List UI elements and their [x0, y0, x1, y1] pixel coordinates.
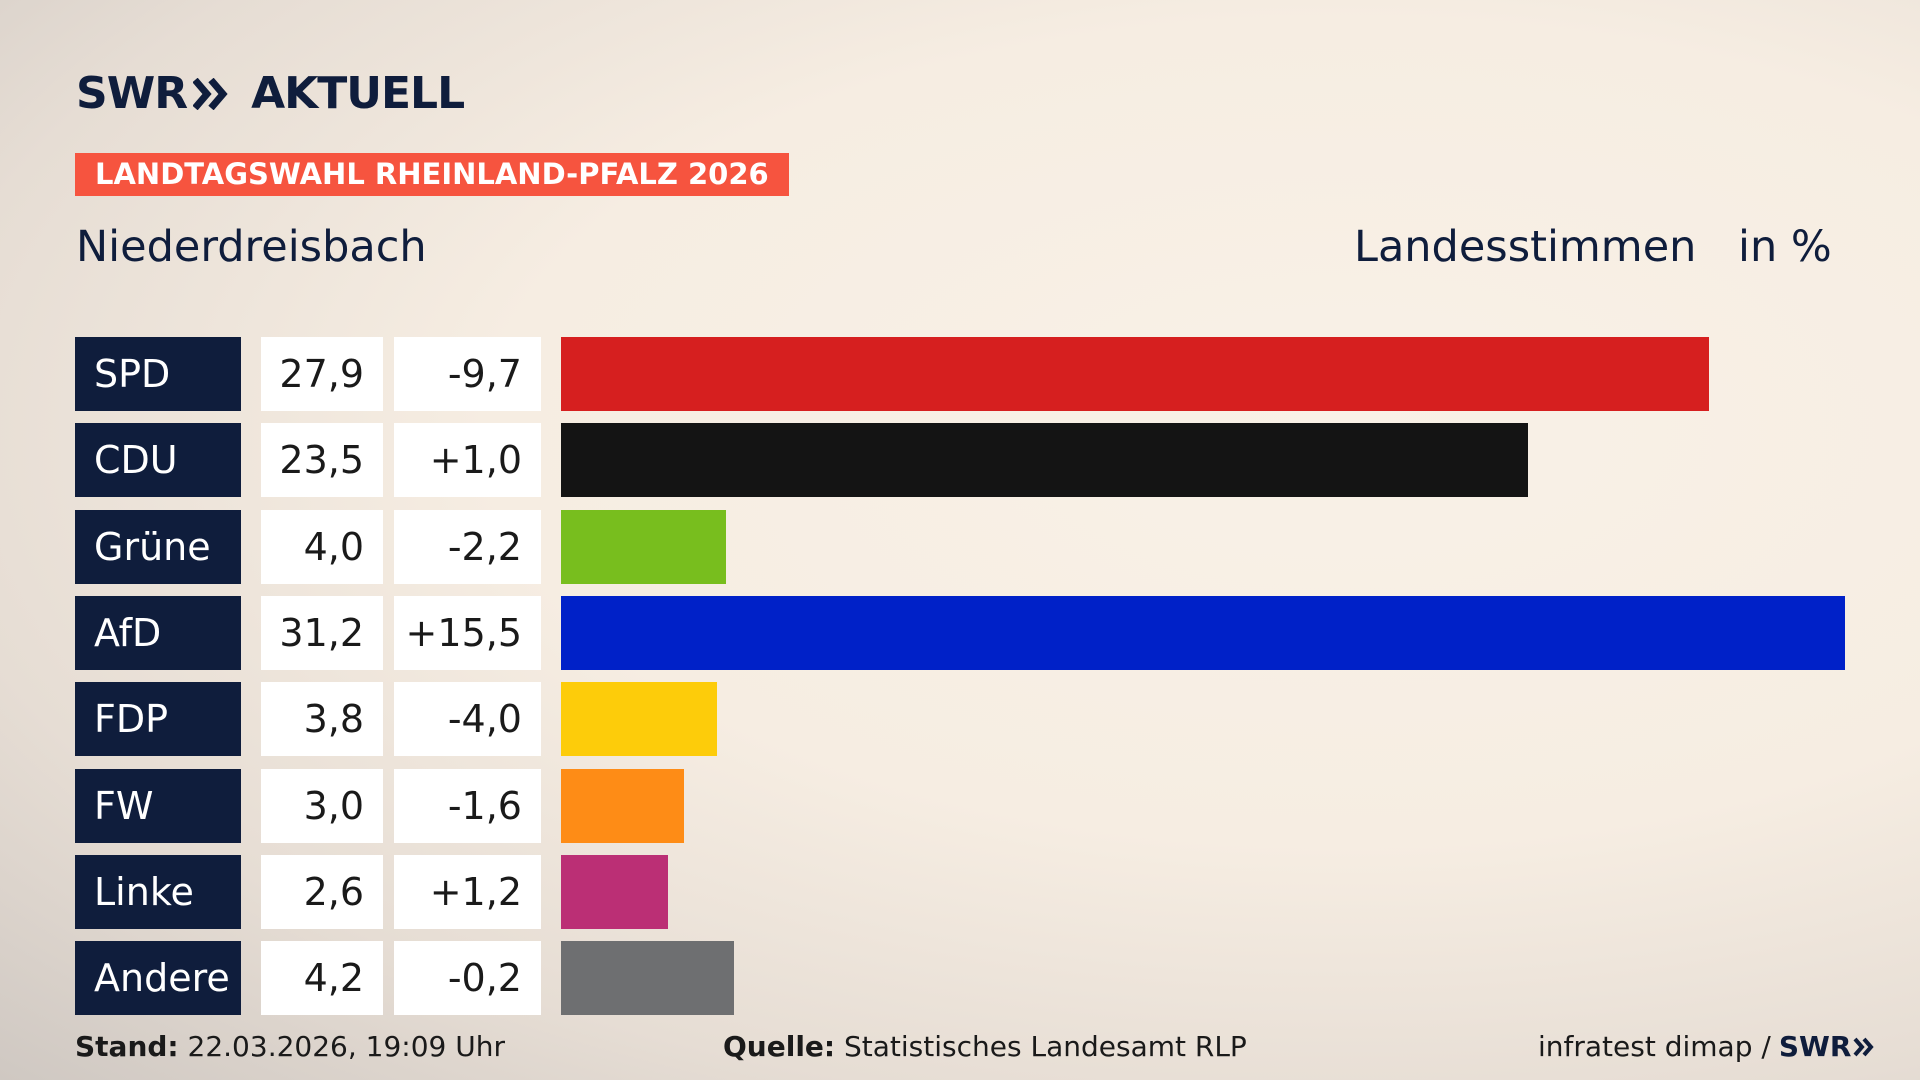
party-label: CDU: [75, 423, 241, 498]
value-label: 3,8: [261, 682, 383, 757]
party-label: Grüne: [75, 509, 241, 584]
credit-logo: SWR: [1778, 1030, 1852, 1063]
stand-value: 22.03.2026, 19:09 Uhr: [187, 1030, 505, 1063]
party-label: FDP: [75, 682, 241, 757]
bar: [561, 768, 685, 843]
logo-chevrons: [193, 77, 228, 110]
measure: Landesstimmen: [1354, 222, 1697, 272]
source-label: Quelle:: [723, 1030, 836, 1063]
logo: SWR AKTUELL: [76, 68, 465, 119]
change-label: -4,0: [394, 682, 541, 757]
credit-chevrons: [1853, 1037, 1875, 1056]
value-label: 4,0: [261, 509, 383, 584]
value-label: 3,0: [261, 768, 383, 843]
section-text: AKTUELL: [251, 68, 465, 119]
value-label: 4,2: [261, 941, 383, 1016]
value-label: 27,9: [261, 337, 383, 411]
chart-title: Niederdreisbach: [76, 222, 427, 272]
change-label: +15,5: [394, 595, 541, 670]
bar: [561, 423, 1529, 498]
bar: [561, 595, 1845, 670]
change-label: -1,6: [394, 768, 541, 843]
bar: [561, 941, 734, 1016]
bar: [561, 682, 718, 757]
change-label: +1,0: [394, 423, 541, 498]
logo-text: SWR: [76, 68, 188, 119]
value-label: 31,2: [261, 595, 383, 670]
value-label: 2,6: [261, 854, 383, 929]
bar: [561, 509, 726, 584]
source: Quelle: Statistisches Landesamt RLP: [723, 1030, 1247, 1063]
credit-text: infratest dimap /: [1538, 1030, 1771, 1063]
kicker: LANDTAGSWAHL RHEINLAND-PFALZ 2026: [75, 153, 789, 196]
bar: [561, 337, 1710, 411]
change-label: -0,2: [394, 941, 541, 1016]
change-label: -9,7: [394, 337, 541, 411]
value-label: 23,5: [261, 423, 383, 498]
unit: in %: [1738, 222, 1832, 272]
change-label: -2,2: [394, 509, 541, 584]
party-label: SPD: [75, 337, 241, 411]
party-label: FW: [75, 768, 241, 843]
bar: [561, 854, 668, 929]
stand: Stand: 22.03.2026, 19:09 Uhr: [75, 1030, 505, 1063]
party-label: Andere: [75, 941, 241, 1016]
party-label: AfD: [75, 595, 241, 670]
stand-label: Stand:: [75, 1030, 179, 1063]
credit: infratest dimap / SWR: [1538, 1030, 1875, 1063]
party-label: Linke: [75, 854, 241, 929]
change-label: +1,2: [394, 854, 541, 929]
source-value: Statistisches Landesamt RLP: [844, 1030, 1247, 1063]
